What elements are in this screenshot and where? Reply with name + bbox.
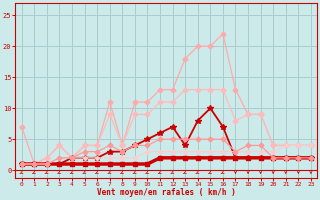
X-axis label: Vent moyen/en rafales ( km/h ): Vent moyen/en rafales ( km/h ) bbox=[97, 188, 236, 197]
